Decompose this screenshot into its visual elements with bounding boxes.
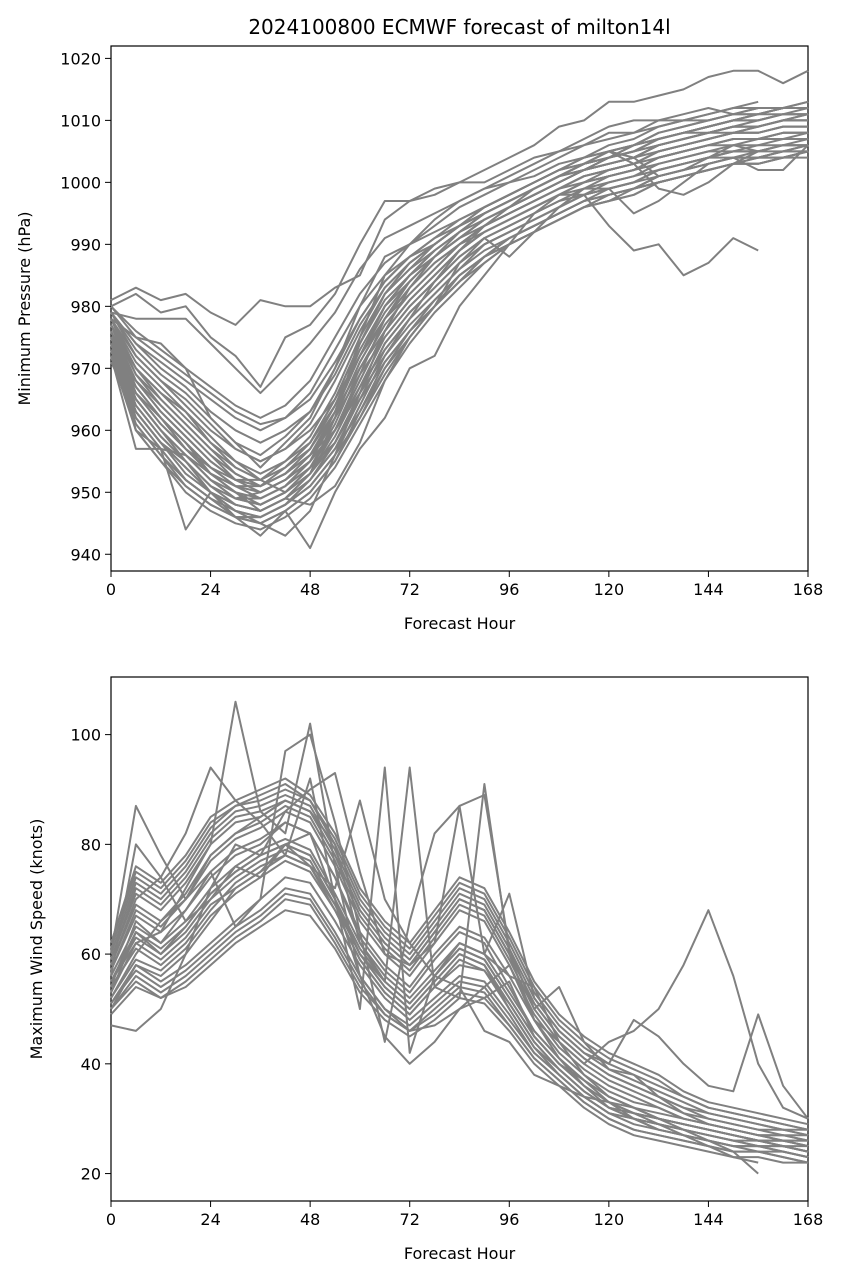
ensemble-member-line xyxy=(110,854,809,1159)
x-tick-label: 96 xyxy=(499,580,519,599)
ensemble-member-line xyxy=(110,125,808,500)
y-tick-label: 1020 xyxy=(60,49,101,68)
ensemble-member-line xyxy=(110,100,809,419)
ensemble-member-line xyxy=(110,144,808,512)
ensemble-member-line xyxy=(110,107,759,326)
y-ticks: 20 40 60 80 100 xyxy=(70,726,111,1184)
ensemble-member-line xyxy=(110,843,809,1148)
y-tick-label: 40 xyxy=(81,1055,101,1074)
x-tick-label: 96 xyxy=(499,1210,519,1229)
series-layer xyxy=(110,700,809,1175)
ensemble-member-line xyxy=(110,150,809,531)
y-tick-label: 970 xyxy=(70,359,101,378)
x-tick-label: 24 xyxy=(200,580,220,599)
y-tick-label: 80 xyxy=(81,835,101,854)
ensemble-member-line xyxy=(110,150,808,519)
ensemble-member-line xyxy=(110,821,809,1148)
ensemble-member-line xyxy=(110,783,809,1131)
x-tick-label: 0 xyxy=(106,1210,116,1229)
ensemble-member-line xyxy=(110,777,809,1126)
y-tick-label: 1000 xyxy=(60,173,101,192)
pressure-panel: 2024100800 ECMWF forecast of milton14l 0… xyxy=(15,15,823,633)
x-tick-label: 120 xyxy=(594,580,625,599)
y-axis-label: Minimum Pressure (hPa) xyxy=(15,212,34,406)
x-tick-label: 144 xyxy=(693,1210,724,1229)
ensemble-member-line xyxy=(110,119,808,481)
y-tick-label: 950 xyxy=(70,483,101,502)
y-tick-label: 60 xyxy=(81,945,101,964)
ensemble-member-line xyxy=(110,898,809,1164)
x-axis-label: Forecast Hour xyxy=(404,614,516,633)
ensemble-member-line xyxy=(110,69,809,388)
ensemble-member-line xyxy=(110,804,808,1137)
ensemble-member-line xyxy=(110,119,808,488)
y-tick-label: 1010 xyxy=(60,111,101,130)
x-tick-label: 72 xyxy=(400,1210,420,1229)
ensemble-member-line xyxy=(110,119,808,488)
ensemble-member-line xyxy=(110,131,808,506)
y-tick-label: 990 xyxy=(70,235,101,254)
ensemble-member-line xyxy=(110,100,809,494)
ensemble-member-line xyxy=(110,138,808,512)
wind-panel: 0 24 48 72 96 120 144 168 20 40 60 80 100 Forecast … xyxy=(27,676,823,1263)
y-tick-label: 960 xyxy=(70,421,101,440)
x-tick-label: 144 xyxy=(693,580,724,599)
ensemble-member-line xyxy=(110,733,809,1142)
x-tick-label: 72 xyxy=(400,580,420,599)
x-tick-label: 48 xyxy=(300,580,320,599)
ensemble-member-line xyxy=(110,794,808,1131)
ensemble-member-line xyxy=(110,909,808,1164)
ensemble-member-line xyxy=(110,799,809,1137)
y-tick-label: 980 xyxy=(70,297,101,316)
ensemble-member-line xyxy=(110,107,809,444)
series-layer xyxy=(110,69,809,550)
x-tick-label: 24 xyxy=(200,1210,220,1229)
y-ticks: 940 950 960 970 980 990 1000 1010 1020 xyxy=(60,49,111,564)
x-tick-label: 0 xyxy=(106,580,116,599)
y-axis-label: Maximum Wind Speed (knots) xyxy=(27,819,46,1060)
x-tick-label: 48 xyxy=(300,1210,320,1229)
ensemble-member-line xyxy=(110,119,808,481)
ensemble-member-line xyxy=(110,799,808,1148)
ensemble-member-line xyxy=(110,144,759,395)
x-ticks: 0 24 48 72 96 120 144 168 xyxy=(106,571,823,599)
x-ticks: 0 24 48 72 96 120 144 168 xyxy=(106,1201,823,1229)
plot-frame xyxy=(110,676,809,1202)
ensemble-member-line xyxy=(110,821,808,1142)
y-tick-label: 100 xyxy=(70,726,101,745)
chart-title: 2024100800 ECMWF forecast of milton14l xyxy=(248,15,670,39)
x-tick-label: 120 xyxy=(594,1210,625,1229)
ensemble-member-line xyxy=(110,854,809,1153)
ensemble-member-line xyxy=(110,193,759,550)
y-tick-label: 940 xyxy=(70,545,101,564)
y-tick-label: 20 xyxy=(81,1165,101,1184)
ensemble-member-line xyxy=(110,113,809,432)
x-tick-label: 168 xyxy=(793,580,824,599)
x-axis-label: Forecast Hour xyxy=(404,1244,516,1263)
x-tick-label: 168 xyxy=(793,1210,824,1229)
plot-frame xyxy=(110,45,809,572)
